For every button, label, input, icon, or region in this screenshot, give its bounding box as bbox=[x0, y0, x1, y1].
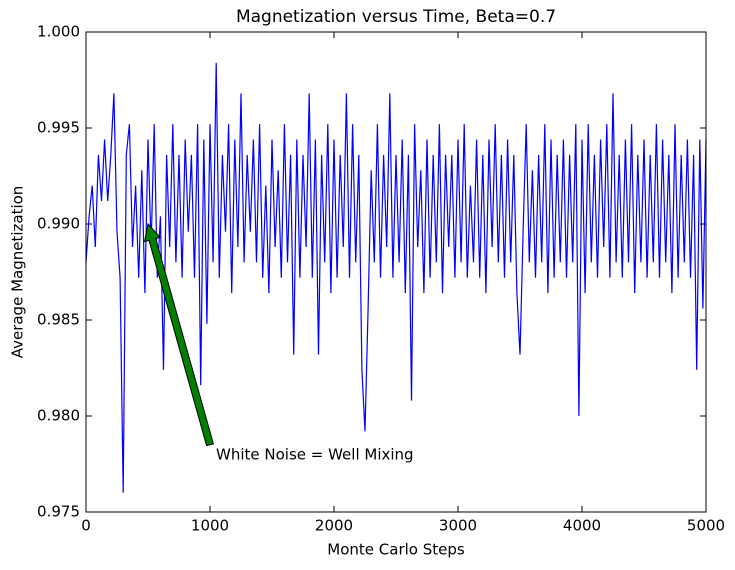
y-tick-label: 0.980 bbox=[37, 407, 80, 425]
x-axis-label: Monte Carlo Steps bbox=[327, 541, 465, 559]
y-tick-label: 0.985 bbox=[37, 311, 80, 329]
annotation-arrow bbox=[143, 222, 215, 447]
y-axis-label: Average Magnetization bbox=[9, 186, 27, 359]
x-tick-label: 1000 bbox=[191, 517, 229, 535]
plot-frame bbox=[85, 31, 707, 513]
chart-title: Magnetization versus Time, Beta=0.7 bbox=[236, 7, 556, 27]
y-tick-label: 0.975 bbox=[37, 503, 80, 521]
y-tick-label: 1.000 bbox=[37, 23, 80, 41]
y-tick-label: 0.995 bbox=[37, 119, 80, 137]
x-tick-label: 2000 bbox=[315, 517, 353, 535]
x-tick-label: 4000 bbox=[563, 517, 601, 535]
x-tick-label: 5000 bbox=[687, 517, 725, 535]
line-series bbox=[85, 62, 707, 493]
x-tick-label: 3000 bbox=[439, 517, 477, 535]
y-tick-label: 0.990 bbox=[37, 215, 80, 233]
annotation-text: White Noise = Well Mixing bbox=[216, 445, 414, 463]
x-tick-label: 0 bbox=[81, 517, 91, 535]
